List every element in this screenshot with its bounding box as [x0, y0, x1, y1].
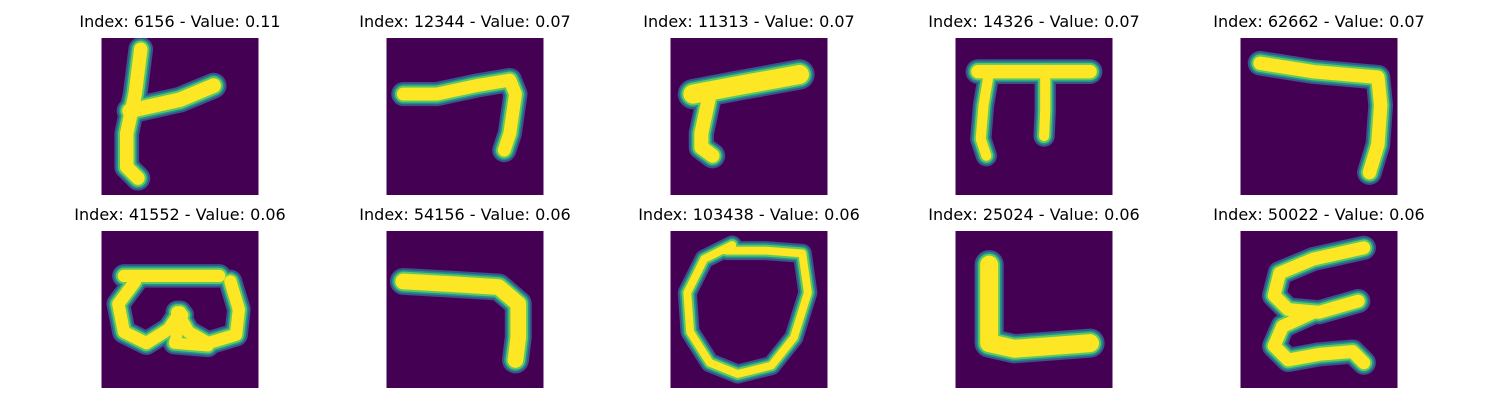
panel-title: Index: 41552 - Value: 0.06 [74, 205, 286, 224]
glyph-image [670, 38, 828, 195]
glyph-image [101, 38, 259, 195]
panel-title: Index: 12344 - Value: 0.07 [359, 12, 571, 31]
glyph-image [1240, 38, 1398, 195]
glyph-image [386, 38, 544, 195]
panel-3: Index: 11313 - Value: 0.07 [607, 12, 891, 204]
panel-title: Index: 14326 - Value: 0.07 [928, 12, 1140, 31]
glyph-image [386, 231, 544, 388]
glyph-stroke [975, 66, 995, 161]
glyph-image [101, 231, 259, 388]
glyph-stroke [168, 309, 214, 352]
panel-title: Index: 25024 - Value: 0.06 [928, 205, 1140, 224]
glyph-image [955, 38, 1113, 195]
glyph-stroke [122, 78, 221, 119]
glyph-image [1240, 231, 1398, 388]
glyph-image [955, 231, 1113, 388]
glyph-stroke [395, 273, 527, 368]
panel-8: Index: 103438 - Value: 0.06 [607, 205, 891, 397]
panel-4: Index: 14326 - Value: 0.07 [892, 12, 1176, 204]
panel-9: Index: 25024 - Value: 0.06 [892, 205, 1176, 397]
glyph-image [670, 231, 828, 388]
glyph-stroke [683, 241, 812, 378]
panel-title: Index: 62662 - Value: 0.07 [1213, 12, 1425, 31]
panel-10: Index: 50022 - Value: 0.06 [1177, 205, 1461, 397]
panel-6: Index: 41552 - Value: 0.06 [38, 205, 322, 397]
glyph-stroke [980, 255, 1100, 358]
panel-title: Index: 50022 - Value: 0.06 [1213, 205, 1425, 224]
panel-title: Index: 103438 - Value: 0.06 [638, 205, 860, 224]
panel-2: Index: 12344 - Value: 0.07 [323, 12, 607, 204]
panel-title: Index: 54156 - Value: 0.06 [359, 205, 571, 224]
panel-7: Index: 54156 - Value: 0.06 [323, 205, 607, 397]
panel-1: Index: 6156 - Value: 0.11 [38, 12, 322, 204]
glyph-stroke [1039, 66, 1051, 142]
glyph-stroke [112, 275, 187, 350]
panel-title: Index: 11313 - Value: 0.07 [643, 12, 855, 31]
glyph-stroke [396, 73, 522, 157]
glyph-stroke [694, 87, 720, 163]
glyph-stroke [171, 275, 246, 350]
glyph-stroke [1267, 305, 1371, 370]
panel-title: Index: 6156 - Value: 0.11 [79, 12, 281, 31]
glyph-stroke [1253, 56, 1388, 180]
glyph-stroke [120, 42, 148, 185]
panel-5: Index: 62662 - Value: 0.07 [1177, 12, 1461, 204]
